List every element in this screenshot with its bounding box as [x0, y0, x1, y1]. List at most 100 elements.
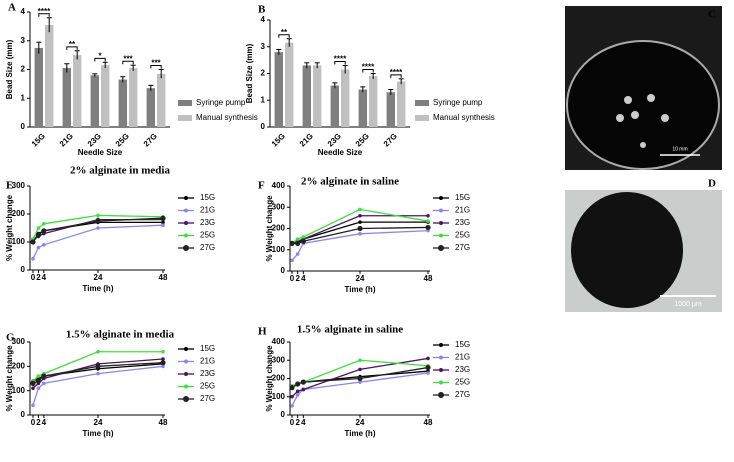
chart-title: 2% alginate in media — [70, 165, 170, 177]
data-point — [301, 387, 306, 392]
data-point — [31, 257, 35, 261]
y-tick-label: 300 — [12, 181, 26, 190]
panel-letter: F — [258, 180, 265, 192]
x-axis-label: Time (h) — [345, 285, 376, 294]
y-tick-label: 4 — [261, 15, 266, 24]
bead — [647, 94, 655, 102]
data-point — [358, 207, 362, 212]
data-point — [41, 373, 47, 379]
legend-marker — [184, 221, 188, 225]
data-point — [96, 226, 100, 230]
legend-marker — [439, 380, 443, 385]
data-point — [30, 239, 36, 245]
data-point — [161, 223, 165, 227]
legend-marker — [439, 355, 443, 360]
significance-bracket — [390, 74, 402, 78]
legend-swatch — [178, 100, 192, 106]
data-point — [295, 240, 301, 246]
significance-bracket — [66, 46, 78, 50]
legend-label: 15G — [200, 193, 215, 202]
x-tick-label: 24 — [94, 418, 103, 427]
legend-label: 25G — [200, 382, 215, 391]
panel-letter: G — [6, 332, 15, 344]
y-tick-label: 100 — [272, 245, 286, 254]
bead — [616, 114, 624, 122]
legend-marker — [439, 196, 443, 200]
bar — [129, 68, 138, 127]
legend-swatch — [415, 100, 429, 106]
scale-label: 10 mm — [672, 146, 687, 152]
x-tick-label: 25G — [114, 132, 131, 149]
significance-bracket — [150, 65, 162, 69]
bar — [274, 52, 283, 127]
data-point — [36, 374, 41, 378]
data-point — [96, 213, 100, 218]
data-point — [36, 386, 41, 391]
bar — [34, 47, 43, 127]
data-point — [96, 349, 100, 354]
data-point — [161, 349, 165, 354]
data-point — [426, 356, 430, 361]
y-tick-label: 100 — [272, 392, 286, 401]
bar — [386, 92, 395, 127]
data-point — [357, 225, 363, 232]
y-tick-label: 300 — [272, 355, 286, 364]
x-tick-label: 23G — [326, 132, 343, 149]
legend-label: 27G — [200, 394, 215, 403]
y-tick-label: 0 — [21, 265, 26, 274]
y-tick-label: 1 — [261, 95, 266, 104]
legend-label: 21G — [200, 206, 215, 215]
data-point — [161, 357, 165, 361]
chart-title: 1.5% alginate in saline — [297, 324, 403, 336]
data-point — [358, 220, 362, 224]
legend-marker — [183, 245, 189, 251]
significance-bracket — [334, 60, 346, 65]
significance-label: **** — [390, 68, 403, 77]
data-point — [42, 222, 46, 226]
legend-marker — [438, 245, 444, 251]
data-point — [357, 375, 363, 382]
x-tick-label: 4 — [301, 274, 306, 283]
x-axis-label: Time (h) — [83, 284, 114, 293]
legend-label: 23G — [200, 369, 215, 378]
bar — [313, 65, 322, 127]
legend-label: Manual synthesis — [196, 113, 258, 122]
data-point — [41, 228, 47, 234]
significance-bracket — [38, 13, 50, 17]
data-point — [36, 226, 41, 230]
data-point — [290, 394, 294, 399]
chart-title: 2% alginate in saline — [301, 176, 399, 188]
significance-label: ** — [281, 28, 288, 37]
y-tick-label: 100 — [12, 386, 26, 395]
panel-letter: E — [6, 180, 13, 192]
legend-marker — [183, 396, 189, 402]
significance-label: ** — [69, 40, 76, 49]
data-point — [96, 371, 100, 376]
data-point — [425, 224, 431, 231]
data-point — [35, 232, 42, 238]
panel-d: 1000 μm D — [565, 178, 722, 312]
significance-bracket — [122, 60, 134, 65]
legend-label: 21G — [200, 357, 215, 366]
y-tick-label: 0 — [21, 410, 26, 419]
data-point — [160, 215, 166, 221]
legend-label: 25G — [455, 378, 470, 387]
data-point — [295, 237, 300, 241]
chart: 0 1 2 3 4 Bead Size (mm) A 15G **** 21G ** 23G * 25G *… — [5, 2, 258, 158]
panel-letter: D — [708, 178, 716, 190]
panel-c: 10 mm C — [565, 6, 722, 170]
x-tick-label: 4 — [42, 273, 47, 282]
data-point — [161, 220, 165, 225]
x-tick-label: 27G — [142, 132, 159, 149]
bead — [661, 114, 669, 122]
x-tick-label: 0 — [31, 418, 36, 427]
legend-label: 27G — [455, 390, 470, 399]
y-tick-label: 2 — [261, 69, 266, 78]
significance-label: *** — [123, 54, 133, 63]
significance-label: **** — [362, 63, 375, 72]
legend-marker — [184, 359, 188, 364]
legend-label: 15G — [455, 340, 470, 349]
legend-label: 21G — [455, 353, 470, 362]
